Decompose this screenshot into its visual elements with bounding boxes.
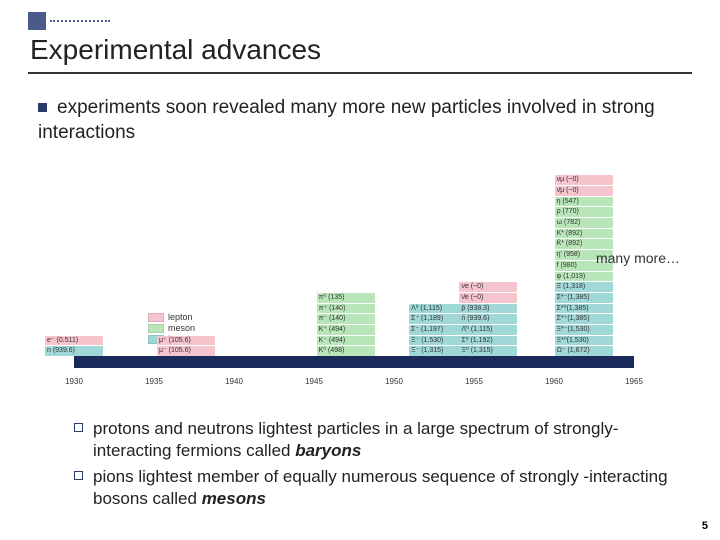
particle-box: Σ⁺ (1,189) (409, 314, 467, 324)
legend-label: meson (168, 323, 195, 333)
slide-accent-square (28, 12, 46, 30)
slide-accent-dots (50, 20, 110, 22)
timeline-column: e⁻ (0.511)n (939.6) (45, 336, 103, 356)
sub-bullet-text: pions lightest member of equally numerou… (93, 466, 690, 510)
particle-box: K⁺ (494) (317, 325, 375, 335)
legend-swatch (148, 324, 164, 333)
timeline-column: νe (~0)ν̄e (~0)p̄ (938.3)n̄ (939.6)Λ̄⁰ (… (459, 282, 517, 356)
many-more-note: many more… (596, 250, 680, 266)
particle-box: n (939.6) (45, 346, 103, 356)
timeline-column: Λ⁰ (1,115)Σ⁺ (1,189)Σ⁻ (1,197)Ξ⁻ (1,530)… (409, 304, 467, 356)
timeline-tick: 1950 (385, 377, 403, 386)
particle-box: Ξ*⁰(1,530) (555, 336, 613, 346)
timeline-tick: 1930 (65, 377, 83, 386)
particle-box: νe (~0) (459, 282, 517, 292)
timeline-column: π⁰ (135)π⁺ (140)π⁻ (140)K⁺ (494)K⁻ (494)… (317, 293, 375, 356)
legend-swatch (148, 313, 164, 322)
timeline-tick: 1960 (545, 377, 563, 386)
particle-box: Ξ⁰ (1,315) (459, 346, 517, 356)
particle-box: K̄* (892) (555, 239, 613, 249)
particle-box: μ⁻ (105.6) (157, 346, 215, 356)
timeline-tick: 1940 (225, 377, 243, 386)
particle-box: Ξ⁻ (1,530) (409, 336, 467, 346)
page-number: 5 (702, 520, 708, 532)
timeline-column: μ⁺ (105.6)μ⁻ (105.6) (157, 336, 215, 356)
main-bullet-text: experiments soon revealed many more new … (38, 97, 655, 143)
particle-box: π⁻ (140) (317, 314, 375, 324)
particle-box: Ω⁻ (1,672) (555, 346, 613, 356)
particle-box: ν̄e (~0) (459, 293, 517, 303)
particle-box: Σ*⁺(1,385) (555, 314, 613, 324)
timeline-tick: 1945 (305, 377, 323, 386)
slide-title: Experimental advances (30, 34, 321, 66)
particle-box: π⁰ (135) (317, 293, 375, 303)
legend-label: lepton (168, 312, 193, 322)
timeline-tick: 1935 (145, 377, 163, 386)
particle-box: Ξ (1,318) (555, 282, 613, 292)
particle-box: νμ (~0) (555, 175, 613, 185)
hollow-square-icon (74, 423, 83, 432)
particle-box: Σ*⁰(1,385) (555, 304, 613, 314)
legend-row: lepton (148, 312, 196, 322)
particle-box: ω (782) (555, 218, 613, 228)
particle-box: μ⁺ (105.6) (157, 336, 215, 346)
particle-box: Λ̄⁰ (1,115) (459, 325, 517, 335)
particle-box: Σ⁻ (1,197) (409, 325, 467, 335)
particle-box: Σ⁰ (1,192) (459, 336, 517, 346)
sub-bullet-item: pions lightest member of equally numerou… (74, 466, 690, 510)
particle-box: K⁰ (498) (317, 346, 375, 356)
legend-row: meson (148, 323, 196, 333)
particle-box: Ξ*⁻(1,530) (555, 325, 613, 335)
particle-box: ν̄μ (~0) (555, 186, 613, 196)
sub-bullets: protons and neutrons lightest particles … (74, 418, 690, 514)
particle-timeline-chart: leptonmesonbaryon e⁻ (0.511)n (939.6)μ⁺ … (74, 156, 634, 386)
particle-box: n̄ (939.6) (459, 314, 517, 324)
timeline-tick: 1955 (465, 377, 483, 386)
particle-box: Ξ⁻ (1,315) (409, 346, 467, 356)
timeline-axis (74, 356, 634, 368)
sub-bullet-text: protons and neutrons lightest particles … (93, 418, 690, 462)
particle-box: π⁺ (140) (317, 304, 375, 314)
particle-box: Λ⁰ (1,115) (409, 304, 467, 314)
title-underline (28, 72, 692, 74)
particle-box: Σ*⁻(1,385) (555, 293, 613, 303)
particle-box: p̄ (938.3) (459, 304, 517, 314)
bullet-square-icon (38, 103, 47, 112)
particle-box: e⁻ (0.511) (45, 336, 103, 346)
particle-box: K* (892) (555, 229, 613, 239)
sub-bullet-item: protons and neutrons lightest particles … (74, 418, 690, 462)
particle-box: ρ (770) (555, 207, 613, 217)
particle-box: φ (1,019) (555, 272, 613, 282)
timeline-tick: 1965 (625, 377, 643, 386)
particle-box: η (547) (555, 197, 613, 207)
particle-box: K⁻ (494) (317, 336, 375, 346)
main-bullet: experiments soon revealed many more new … (38, 96, 678, 145)
hollow-square-icon (74, 471, 83, 480)
